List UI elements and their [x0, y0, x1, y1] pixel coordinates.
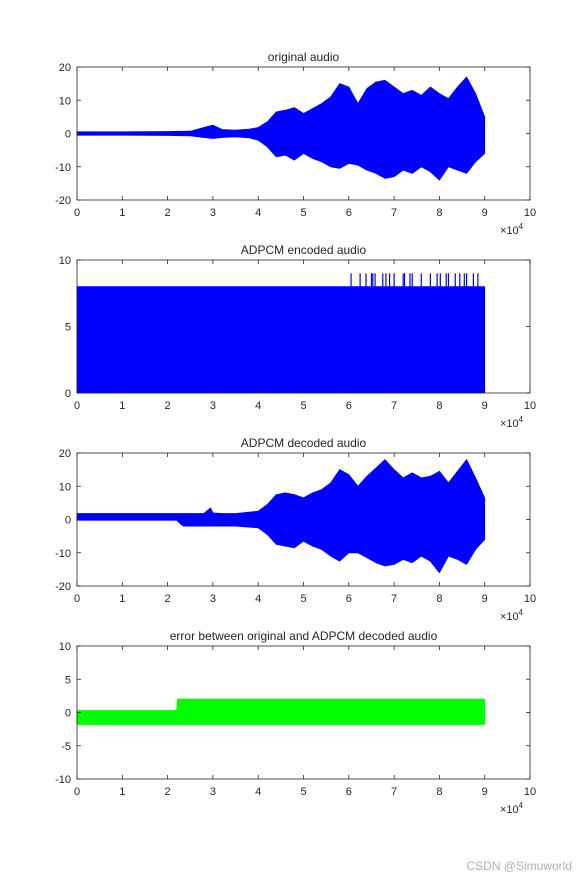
x-tick-label: 4	[255, 400, 261, 412]
x-tick-label: 3	[210, 207, 216, 219]
x-tick-label: 1	[119, 593, 125, 605]
subplot-title: ADPCM decoded audio	[241, 436, 367, 450]
x-tick-label: 5	[300, 786, 306, 798]
x-tick-label: 9	[482, 593, 488, 605]
y-tick-label: -20	[55, 581, 71, 593]
y-tick-label: -20	[55, 195, 71, 207]
y-tick-label: 5	[65, 674, 71, 686]
x-tick-label: 9	[482, 207, 488, 219]
x-tick-label: 4	[255, 207, 261, 219]
x-tick-label: 8	[436, 593, 442, 605]
x-tick-label: 4	[255, 786, 261, 798]
x-exponent-label: ×104	[500, 415, 524, 430]
x-tick-label: 5	[300, 400, 306, 412]
series-envelope	[76, 286, 486, 394]
y-tick-label: 10	[59, 255, 71, 267]
y-tick-label: -10	[55, 162, 71, 174]
y-tick-label: 20	[59, 62, 71, 74]
x-exponent-label: ×104	[500, 608, 524, 623]
x-tick-label: 7	[391, 207, 397, 219]
x-tick-label: 0	[74, 593, 80, 605]
y-tick-label: 20	[59, 448, 71, 460]
x-tick-label: 6	[346, 400, 352, 412]
x-tick-label: 5	[300, 593, 306, 605]
x-tick-label: 3	[210, 786, 216, 798]
subplot-original-audio: 0 1 2 3 4 5 6 7 8 9 10 -20 -10 0 10 20 ×104 original audi…	[55, 50, 536, 237]
x-tick-label: 2	[165, 786, 171, 798]
y-tick-label: 5	[65, 322, 71, 334]
x-tick-label: 9	[482, 786, 488, 798]
x-tick-label: 7	[391, 786, 397, 798]
x-tick-label: 2	[165, 207, 171, 219]
y-tick-label: 0	[65, 515, 71, 527]
y-tick-label: 0	[65, 129, 71, 141]
x-tick-label: 10	[524, 400, 536, 412]
x-exponent-label: ×104	[500, 222, 524, 237]
x-tick-label: 5	[300, 207, 306, 219]
x-exponent-label: ×104	[500, 801, 524, 816]
y-tick-label: 10	[59, 641, 71, 653]
x-tick-label: 8	[436, 207, 442, 219]
watermark: CSDN @Simuworld	[466, 859, 572, 873]
x-tick-label: 7	[391, 593, 397, 605]
x-tick-label: 2	[165, 593, 171, 605]
x-tick-label: 6	[346, 786, 352, 798]
x-tick-label: 0	[74, 786, 80, 798]
x-tick-label: 1	[119, 786, 125, 798]
x-tick-label: 1	[119, 400, 125, 412]
y-tick-label: 10	[59, 481, 71, 493]
x-tick-label: 0	[74, 207, 80, 219]
y-tick-label: 10	[59, 95, 71, 107]
x-tick-label: 10	[524, 786, 536, 798]
y-tick-label: 0	[65, 388, 71, 400]
subplot-title: ADPCM encoded audio	[241, 243, 367, 257]
x-tick-label: 10	[524, 207, 536, 219]
x-tick-label: 3	[210, 400, 216, 412]
y-tick-label: -5	[61, 741, 71, 753]
x-tick-label: 6	[346, 593, 352, 605]
x-tick-label: 10	[524, 593, 536, 605]
x-tick-label: 1	[119, 207, 125, 219]
x-tick-label: 7	[391, 400, 397, 412]
subplot-title: error between original and ADPCM decoded…	[170, 629, 438, 643]
x-tick-label: 3	[210, 593, 216, 605]
y-tick-label: -10	[55, 774, 71, 786]
x-tick-label: 8	[436, 400, 442, 412]
x-tick-label: 6	[346, 207, 352, 219]
x-tick-label: 9	[482, 400, 488, 412]
x-tick-label: 2	[165, 400, 171, 412]
x-tick-label: 4	[255, 593, 261, 605]
subplot-title: original audio	[268, 50, 340, 64]
x-tick-label: 0	[74, 400, 80, 412]
y-tick-label: 0	[65, 708, 71, 720]
subplot-adpcm-decoded-audio: 0 1 2 3 4 5 6 7 8 9 10 -20 -10 0 10 20 ×104 ADPCM decoded…	[55, 436, 536, 623]
y-tick-label: -10	[55, 548, 71, 560]
x-tick-label: 8	[436, 786, 442, 798]
